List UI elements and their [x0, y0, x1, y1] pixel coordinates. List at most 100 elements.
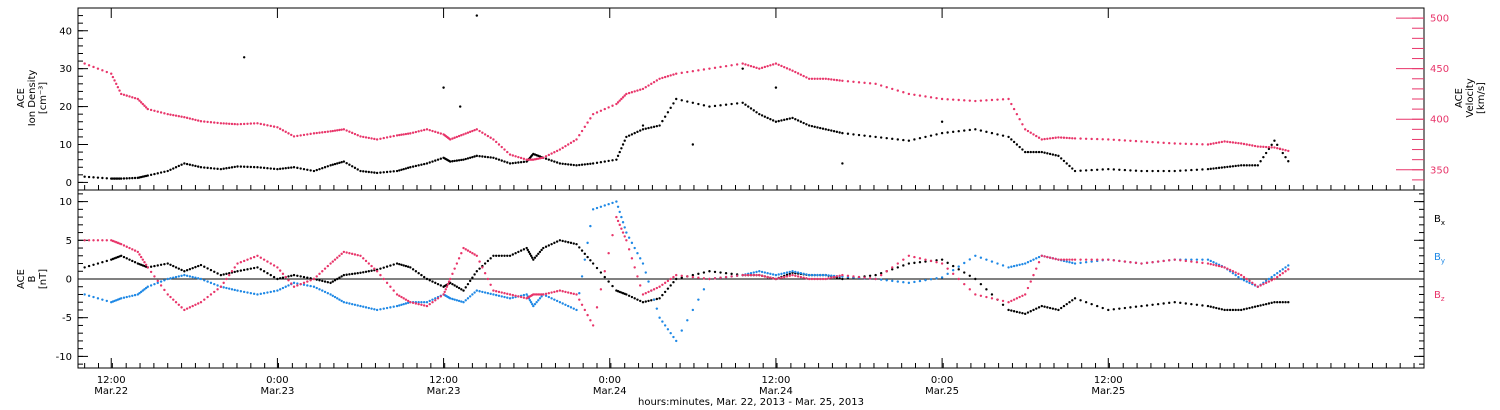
top-series-0-point	[1018, 145, 1021, 149]
b-bx-point	[1212, 306, 1215, 309]
x-tick-time: 0:00	[266, 375, 288, 386]
top-series-1-point	[583, 125, 587, 129]
top-series-0-point	[1223, 166, 1226, 169]
top-series-1-point	[111, 75, 115, 79]
b-by-point	[199, 277, 203, 281]
b-by-point	[506, 296, 509, 299]
b-bz-point	[436, 297, 440, 300]
b-bx-point	[457, 286, 461, 290]
top-series-1-point	[1173, 142, 1176, 145]
top-series-0-point	[1015, 143, 1019, 146]
b-by-point	[292, 281, 296, 285]
top-series-0-point	[262, 166, 266, 170]
b-bz-point	[586, 313, 589, 317]
b-bx-point	[292, 273, 296, 277]
b-bz-point	[442, 293, 445, 296]
b-by-point	[489, 292, 492, 296]
b-by-point	[333, 295, 337, 299]
b-bz-point	[128, 246, 131, 250]
b-bz-point	[744, 273, 747, 277]
top-series-0-point	[395, 169, 399, 173]
b-bz-point	[1259, 284, 1262, 287]
b-bx-point	[1145, 304, 1149, 307]
b-bx-point	[902, 264, 905, 267]
b-bx-point	[353, 272, 357, 275]
b-bx-point	[453, 284, 456, 287]
b-bx-point	[1065, 302, 1068, 306]
top-series-1-point	[675, 72, 678, 75]
top-series-0-point	[902, 138, 905, 142]
b-by-point	[755, 270, 758, 274]
b-bx-point	[542, 246, 545, 250]
top-series-0-outlier	[691, 143, 695, 146]
top-series-1-point	[120, 92, 123, 96]
top-series-1-point	[428, 128, 431, 132]
top-series-0-point	[807, 124, 811, 127]
top-series-0-point	[278, 167, 282, 171]
top-series-1-point	[1217, 141, 1221, 144]
top-series-1-point	[780, 64, 783, 68]
top-series-0-point	[572, 163, 575, 167]
top-series-1-point	[522, 157, 526, 161]
b-bz-point	[239, 261, 243, 264]
b-bx-point	[466, 282, 470, 286]
b-bx-point	[538, 250, 542, 254]
top-series-0-outlier	[475, 14, 479, 17]
b-by-point	[599, 205, 603, 208]
b-bx-point	[564, 240, 567, 243]
top-series-0-point	[852, 133, 855, 136]
top-series-1-point	[309, 132, 312, 136]
b-bz-point	[747, 273, 750, 277]
b-bz-point	[194, 303, 197, 306]
top-series-0-point	[661, 119, 664, 123]
top-series-1-point	[222, 122, 225, 125]
top-right-axis-label-line-3: [km/s]	[1476, 82, 1487, 114]
top-series-0-point	[340, 160, 343, 164]
top-series-0-point	[1046, 152, 1049, 155]
b-bz-point	[783, 275, 786, 279]
b-by-point	[589, 224, 592, 228]
b-bx-point	[1040, 304, 1044, 308]
top-series-0-point	[985, 130, 988, 134]
b-by-point	[553, 298, 556, 301]
b-bz-point	[105, 239, 109, 242]
b-bz-point	[1043, 255, 1046, 258]
b-bz-point	[466, 249, 470, 252]
top-series-0-point	[110, 177, 113, 180]
top-series-1-point	[455, 135, 459, 139]
b-bx-point	[451, 282, 454, 286]
top-series-1-point	[666, 75, 670, 78]
top-series-0-point	[868, 135, 872, 138]
b-bx-point	[586, 255, 589, 259]
b-bz-point	[561, 290, 564, 293]
top-series-1-point	[342, 128, 346, 131]
b-bz-point	[1262, 282, 1265, 286]
top-series-1-point	[1234, 141, 1237, 145]
b-bz-point	[1090, 258, 1093, 261]
top-series-0-point	[1145, 169, 1149, 173]
top-series-0-point	[713, 104, 717, 108]
b-by-point	[503, 295, 506, 299]
top-series-1-point	[379, 137, 382, 140]
b-bz-point	[771, 277, 775, 280]
b-bz-point	[149, 270, 153, 274]
b-bx-point	[436, 282, 440, 286]
top-series-0-point	[1179, 169, 1182, 172]
b-bz-point	[777, 277, 780, 280]
b-by-point	[276, 289, 279, 292]
top-series-1-point	[449, 138, 452, 141]
b-by-point	[583, 258, 587, 261]
top-series-1-point	[713, 66, 717, 70]
top-series-0-point	[209, 166, 213, 170]
top-series-0-point	[555, 161, 559, 164]
b-bx-point	[404, 264, 408, 268]
top-series-1-point	[462, 133, 465, 136]
b-bz-point	[87, 239, 91, 242]
top-series-0-point	[362, 170, 365, 173]
b-bz-point	[1179, 259, 1182, 262]
b-bx-point	[105, 259, 109, 263]
b-by-point	[564, 303, 567, 306]
top-series-1-point	[1228, 140, 1232, 144]
top-series-1-point	[290, 133, 293, 137]
b-by-point	[625, 231, 628, 234]
